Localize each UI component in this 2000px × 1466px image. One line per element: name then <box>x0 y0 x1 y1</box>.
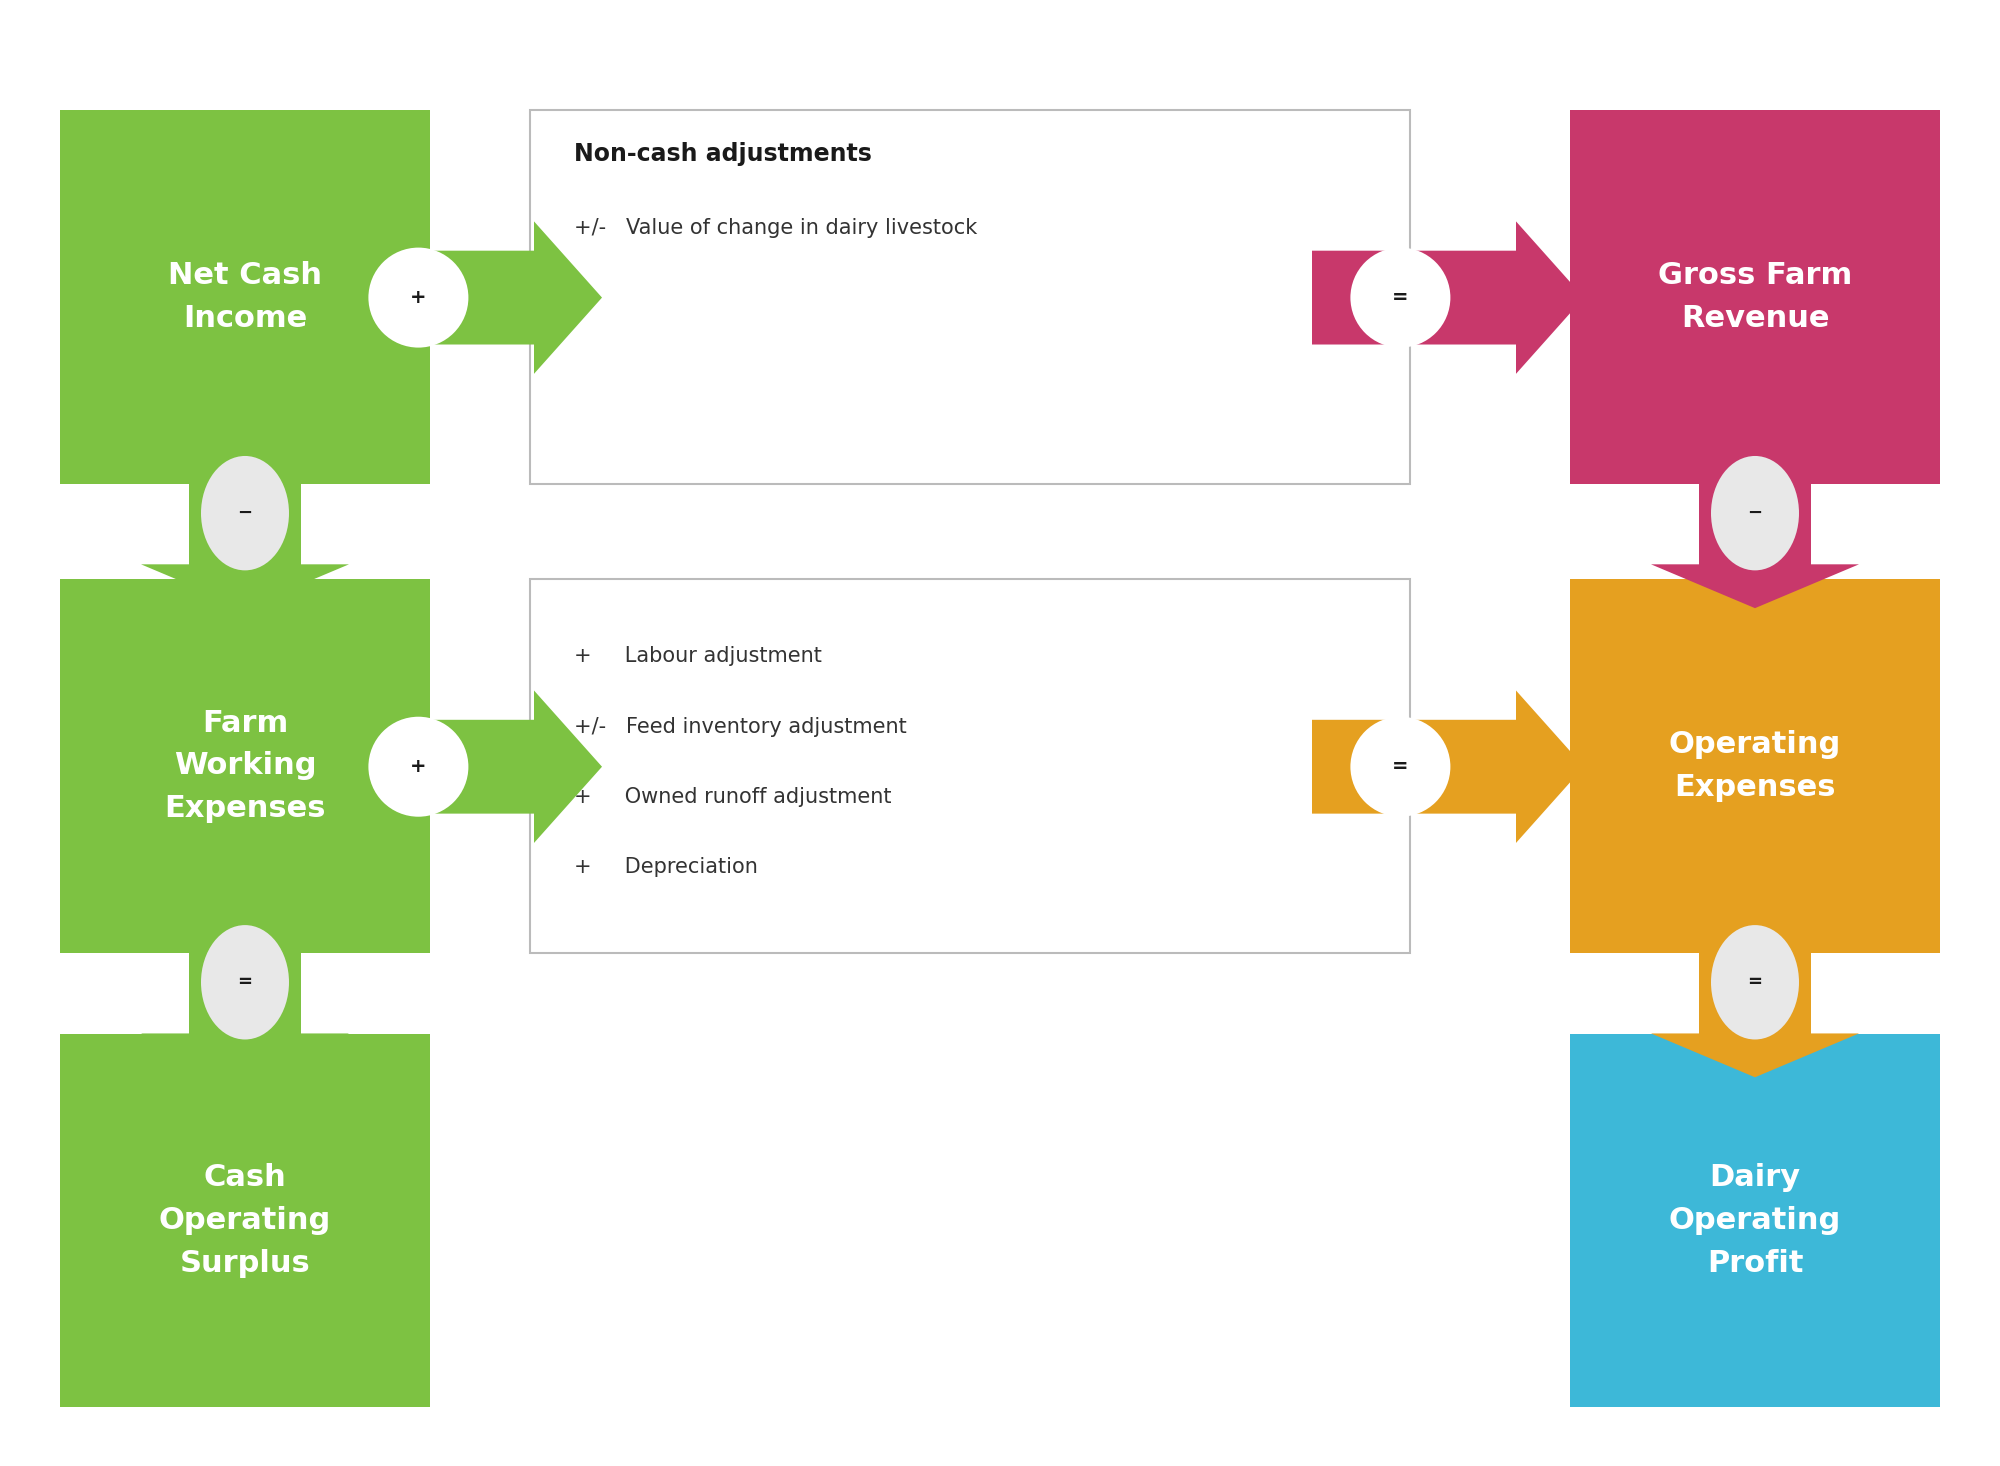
FancyBboxPatch shape <box>60 579 430 953</box>
Text: +: + <box>410 289 426 306</box>
Polygon shape <box>1312 221 1584 374</box>
Text: =: = <box>1392 289 1408 306</box>
Ellipse shape <box>1350 248 1450 347</box>
FancyBboxPatch shape <box>1570 579 1940 953</box>
Text: Dairy
Operating
Profit: Dairy Operating Profit <box>1668 1163 1842 1278</box>
Ellipse shape <box>368 717 468 817</box>
Text: =: = <box>1392 758 1408 776</box>
Text: +     Labour adjustment: + Labour adjustment <box>574 647 822 667</box>
Text: =: = <box>238 973 252 991</box>
Text: +: + <box>410 758 426 776</box>
Text: Operating
Expenses: Operating Expenses <box>1668 730 1842 802</box>
Ellipse shape <box>200 925 288 1039</box>
FancyBboxPatch shape <box>530 110 1410 484</box>
FancyBboxPatch shape <box>530 579 1410 953</box>
Polygon shape <box>1650 462 1860 608</box>
Text: +/-   Feed inventory adjustment: +/- Feed inventory adjustment <box>574 717 906 737</box>
Text: −: − <box>1748 504 1762 522</box>
Text: Cash
Operating
Surplus: Cash Operating Surplus <box>158 1163 332 1278</box>
Text: =: = <box>1748 973 1762 991</box>
Text: +/-   Value of change in dairy livestock: +/- Value of change in dairy livestock <box>574 218 978 239</box>
Ellipse shape <box>368 248 468 347</box>
Text: +     Owned runoff adjustment: + Owned runoff adjustment <box>574 787 892 808</box>
Text: Farm
Working
Expenses: Farm Working Expenses <box>164 708 326 824</box>
Polygon shape <box>330 690 602 843</box>
Polygon shape <box>140 462 350 608</box>
Ellipse shape <box>200 456 288 570</box>
Text: +     Depreciation: + Depreciation <box>574 858 758 878</box>
Polygon shape <box>1650 931 1860 1078</box>
Text: Non-cash adjustments: Non-cash adjustments <box>574 142 872 166</box>
Ellipse shape <box>1350 717 1450 817</box>
Text: Gross Farm
Revenue: Gross Farm Revenue <box>1658 261 1852 333</box>
Ellipse shape <box>1712 925 1800 1039</box>
FancyBboxPatch shape <box>1570 1034 1940 1407</box>
Text: −: − <box>238 504 252 522</box>
FancyBboxPatch shape <box>1570 110 1940 484</box>
Polygon shape <box>1312 690 1584 843</box>
Ellipse shape <box>1712 456 1800 570</box>
Text: Net Cash
Income: Net Cash Income <box>168 261 322 333</box>
Polygon shape <box>330 221 602 374</box>
FancyBboxPatch shape <box>60 110 430 484</box>
FancyBboxPatch shape <box>60 1034 430 1407</box>
Polygon shape <box>140 931 350 1078</box>
